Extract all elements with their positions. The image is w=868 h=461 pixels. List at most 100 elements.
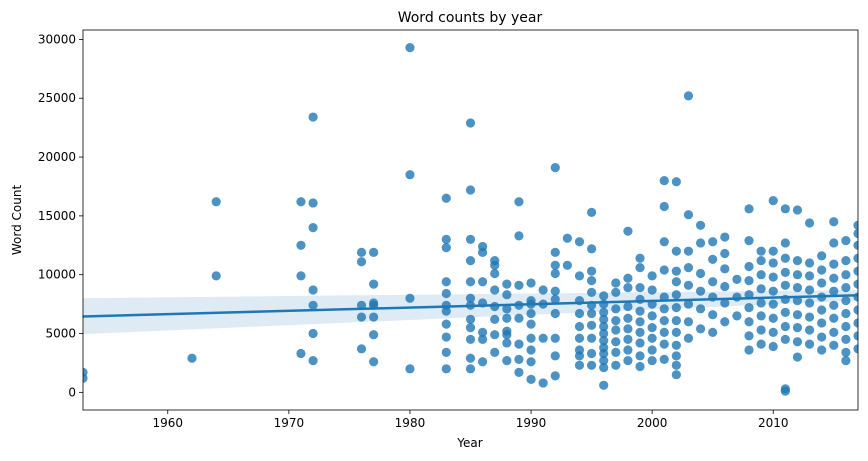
data-point bbox=[647, 355, 657, 366]
data-point bbox=[853, 240, 858, 250]
data-point bbox=[853, 266, 858, 276]
data-point bbox=[659, 315, 669, 326]
data-point bbox=[829, 217, 839, 227]
data-point bbox=[683, 299, 694, 309]
data-point bbox=[623, 283, 633, 293]
data-point bbox=[490, 285, 500, 295]
data-point bbox=[695, 220, 706, 230]
data-point bbox=[829, 300, 839, 310]
data-point bbox=[792, 337, 803, 347]
data-point bbox=[611, 360, 621, 370]
data-point bbox=[744, 235, 754, 246]
data-point bbox=[296, 271, 306, 281]
data-point bbox=[441, 288, 451, 299]
data-point bbox=[792, 323, 803, 333]
data-point bbox=[756, 325, 766, 335]
data-point bbox=[611, 337, 621, 347]
data-point bbox=[683, 280, 694, 290]
data-point bbox=[671, 303, 681, 313]
data-point bbox=[308, 355, 318, 366]
data-point bbox=[599, 363, 609, 373]
data-point bbox=[817, 318, 827, 328]
x-tick-label: 1960 bbox=[152, 416, 183, 430]
data-point bbox=[841, 347, 851, 357]
data-point bbox=[659, 265, 669, 275]
data-point bbox=[599, 335, 609, 346]
data-point bbox=[550, 333, 560, 343]
data-point bbox=[792, 295, 803, 306]
data-point bbox=[853, 305, 858, 315]
data-point bbox=[441, 193, 451, 203]
data-point bbox=[490, 347, 500, 357]
data-point bbox=[441, 277, 451, 287]
data-point bbox=[853, 279, 858, 289]
data-point bbox=[817, 265, 827, 275]
data-point bbox=[744, 331, 754, 341]
data-point bbox=[635, 294, 645, 305]
data-point bbox=[514, 354, 524, 365]
data-point bbox=[502, 355, 512, 366]
data-point bbox=[804, 258, 815, 268]
data-point bbox=[853, 220, 858, 230]
x-tick-label: 1980 bbox=[395, 416, 426, 430]
data-point bbox=[671, 246, 681, 256]
data-point bbox=[695, 324, 706, 334]
data-point bbox=[550, 247, 560, 257]
data-point bbox=[623, 355, 633, 366]
data-point bbox=[683, 263, 694, 273]
data-point bbox=[841, 255, 851, 266]
data-point bbox=[574, 333, 585, 343]
data-point bbox=[804, 339, 815, 349]
data-point bbox=[405, 43, 415, 53]
data-point bbox=[635, 253, 645, 263]
data-point bbox=[635, 317, 645, 327]
data-point bbox=[356, 312, 367, 322]
data-point bbox=[720, 317, 730, 327]
data-point bbox=[635, 361, 645, 372]
data-point bbox=[720, 298, 730, 308]
regression-line bbox=[83, 294, 858, 318]
data-point bbox=[647, 311, 657, 321]
data-point bbox=[659, 354, 669, 365]
regression-line-layer bbox=[83, 294, 858, 318]
data-point bbox=[83, 367, 88, 377]
data-point bbox=[635, 351, 645, 361]
data-point bbox=[538, 333, 548, 343]
data-point bbox=[817, 332, 827, 342]
data-point bbox=[296, 348, 306, 359]
data-point bbox=[599, 321, 609, 332]
data-point bbox=[768, 286, 778, 296]
data-point bbox=[841, 321, 851, 332]
data-point bbox=[744, 261, 754, 272]
data-point bbox=[695, 304, 706, 314]
data-point bbox=[671, 351, 681, 361]
data-point bbox=[635, 263, 645, 273]
y-axis-label: Word Count bbox=[10, 185, 24, 256]
data-point bbox=[804, 325, 815, 335]
data-point bbox=[853, 228, 858, 239]
data-point bbox=[841, 235, 851, 246]
data-point bbox=[744, 317, 754, 327]
data-point bbox=[768, 258, 778, 268]
data-point bbox=[599, 307, 609, 317]
data-point bbox=[465, 334, 476, 345]
data-point bbox=[659, 237, 669, 247]
data-point bbox=[647, 285, 657, 295]
data-point bbox=[647, 345, 657, 355]
data-point bbox=[356, 257, 367, 267]
data-point bbox=[623, 345, 633, 355]
data-point bbox=[695, 268, 706, 279]
data-point bbox=[599, 328, 609, 339]
data-point bbox=[635, 338, 645, 348]
data-point bbox=[804, 298, 815, 308]
data-point bbox=[211, 197, 221, 207]
data-point bbox=[780, 204, 790, 214]
data-point bbox=[514, 339, 524, 349]
y-tick-label: 30000 bbox=[38, 32, 76, 46]
data-point bbox=[550, 163, 560, 173]
data-point bbox=[853, 318, 858, 328]
data-point bbox=[780, 280, 790, 290]
data-point bbox=[841, 283, 851, 293]
data-point bbox=[756, 298, 766, 308]
data-point bbox=[574, 271, 585, 281]
